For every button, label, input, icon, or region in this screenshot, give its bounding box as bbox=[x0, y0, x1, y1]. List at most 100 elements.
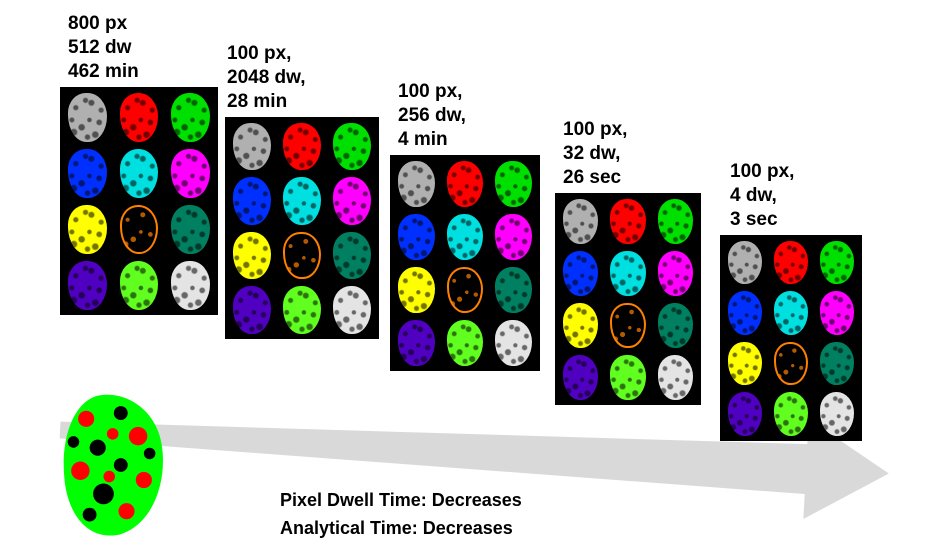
sample-blob bbox=[333, 177, 370, 224]
panel-label-line: 462 min bbox=[68, 60, 139, 84]
texture-overlay bbox=[283, 232, 320, 279]
map-cell bbox=[653, 352, 698, 402]
texture-overlay bbox=[610, 303, 645, 348]
sample-blob bbox=[68, 205, 106, 254]
map-cell bbox=[228, 175, 276, 228]
sample-blob bbox=[398, 161, 434, 207]
sample-blob bbox=[233, 232, 270, 279]
texture-overlay bbox=[820, 342, 854, 386]
map-cell bbox=[63, 202, 112, 256]
map-cell bbox=[393, 211, 440, 262]
texture-overlay bbox=[820, 241, 854, 285]
texture-overlay bbox=[728, 291, 762, 335]
element-map-grid bbox=[720, 235, 862, 441]
map-cell bbox=[328, 284, 376, 337]
texture-overlay bbox=[398, 320, 434, 366]
texture-overlay bbox=[120, 261, 158, 310]
sample-blob bbox=[610, 355, 645, 400]
map-cell bbox=[815, 289, 859, 338]
map-cell bbox=[166, 90, 215, 144]
sample-blob bbox=[563, 199, 598, 244]
texture-overlay bbox=[398, 214, 434, 260]
element-map-grid bbox=[555, 193, 701, 405]
panel-label-line: 100 px, bbox=[227, 42, 306, 66]
panel-label-p4: 100 px,32 dw,26 sec bbox=[555, 118, 627, 189]
map-cell bbox=[769, 339, 813, 388]
texture-overlay bbox=[610, 355, 645, 400]
sample-blob bbox=[447, 214, 483, 260]
panel-label-p2: 100 px,2048 dw,28 min bbox=[225, 42, 306, 113]
texture-overlay bbox=[563, 355, 598, 400]
texture-overlay bbox=[728, 392, 762, 436]
map-cell bbox=[228, 229, 276, 282]
panel-p4: 100 px,32 dw,26 sec bbox=[555, 118, 701, 405]
sample-blob bbox=[333, 232, 370, 279]
map-cell bbox=[278, 284, 326, 337]
texture-overlay bbox=[820, 392, 854, 436]
sample-blob bbox=[820, 392, 854, 436]
texture-overlay bbox=[120, 93, 158, 142]
panel-label-line: 4 dw, bbox=[730, 184, 794, 208]
texture-overlay bbox=[447, 267, 483, 313]
map-cell bbox=[166, 146, 215, 200]
map-cell bbox=[63, 258, 112, 312]
map-cell bbox=[769, 238, 813, 287]
map-cell bbox=[653, 196, 698, 246]
texture-overlay bbox=[447, 214, 483, 260]
map-cell bbox=[114, 146, 163, 200]
element-map-grid bbox=[60, 87, 218, 315]
panel-label-p1: 800 px512 dw462 min bbox=[60, 12, 139, 83]
sample-blob bbox=[283, 177, 320, 224]
map-cell bbox=[328, 229, 376, 282]
map-cell bbox=[278, 229, 326, 282]
sample-blob bbox=[563, 355, 598, 400]
texture-overlay bbox=[120, 149, 158, 198]
map-cell bbox=[558, 352, 603, 402]
sample-blob bbox=[68, 93, 106, 142]
texture-overlay bbox=[233, 177, 270, 224]
texture-overlay bbox=[398, 161, 434, 207]
texture-overlay bbox=[233, 286, 270, 333]
texture-overlay bbox=[283, 286, 320, 333]
sample-blob bbox=[283, 232, 320, 279]
texture-overlay bbox=[171, 261, 209, 310]
texture-overlay bbox=[563, 199, 598, 244]
map-cell bbox=[442, 264, 489, 315]
sample-blob bbox=[610, 199, 645, 244]
map-cell bbox=[723, 238, 767, 287]
panel-label-line: 3 sec bbox=[730, 208, 794, 232]
map-cell bbox=[393, 264, 440, 315]
texture-overlay bbox=[68, 149, 106, 198]
sample-blob bbox=[495, 161, 531, 207]
panel-label-line: 100 px, bbox=[730, 160, 794, 184]
sample-blob bbox=[495, 214, 531, 260]
sample-blob bbox=[398, 267, 434, 313]
sample-blob bbox=[233, 286, 270, 333]
map-cell bbox=[328, 175, 376, 228]
map-cell bbox=[166, 258, 215, 312]
map-cell bbox=[605, 352, 650, 402]
sample-blob bbox=[283, 286, 320, 333]
map-cell bbox=[723, 339, 767, 388]
texture-overlay bbox=[728, 241, 762, 285]
sample-blob bbox=[447, 267, 483, 313]
map-cell bbox=[558, 196, 603, 246]
texture-overlay bbox=[171, 93, 209, 142]
panel-label-line: 2048 dw, bbox=[227, 66, 306, 90]
sample-blob bbox=[171, 261, 209, 310]
sample-blob bbox=[495, 320, 531, 366]
map-cell bbox=[490, 264, 537, 315]
map-cell bbox=[114, 258, 163, 312]
map-cell bbox=[228, 284, 276, 337]
panel-label-line: 100 px, bbox=[398, 80, 466, 104]
map-cell bbox=[442, 158, 489, 209]
sample-blob bbox=[447, 161, 483, 207]
texture-overlay bbox=[820, 291, 854, 335]
texture-overlay bbox=[233, 232, 270, 279]
map-cell bbox=[558, 248, 603, 298]
panel-p5: 100 px,4 dw,3 sec bbox=[720, 160, 862, 441]
map-cell bbox=[114, 202, 163, 256]
sample-blob bbox=[333, 123, 370, 170]
texture-overlay bbox=[283, 123, 320, 170]
map-cell bbox=[769, 289, 813, 338]
